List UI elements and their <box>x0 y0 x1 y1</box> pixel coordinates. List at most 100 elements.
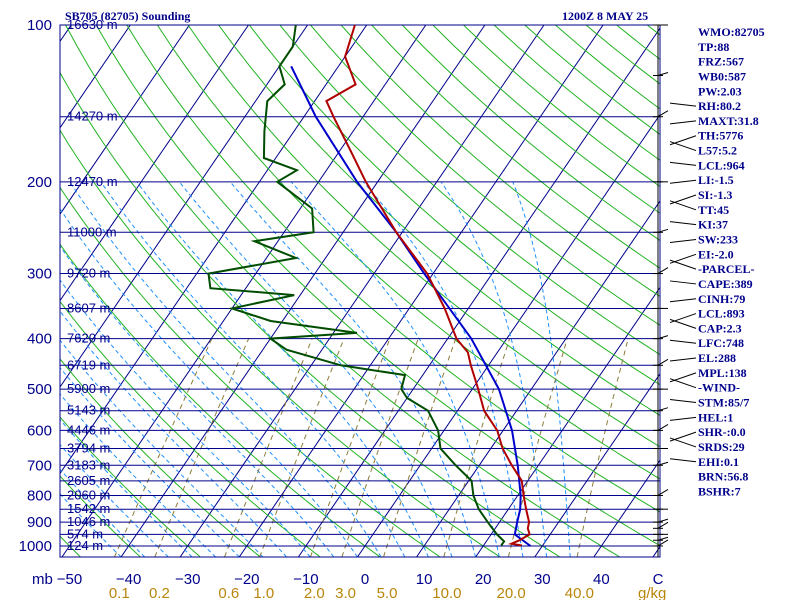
index-line: WB0:587 <box>698 69 746 83</box>
index-leader-line <box>669 339 697 344</box>
dry-adiabat <box>60 129 501 557</box>
dry-adiabat <box>493 25 660 161</box>
moist-adiabat <box>179 181 453 557</box>
moist-adiabat <box>60 279 311 557</box>
index-line: WMO:82705 <box>698 25 765 39</box>
moist-adiabat <box>60 310 287 557</box>
pressure-tick-label: 900 <box>27 514 52 531</box>
height-label: 124 m <box>67 538 103 553</box>
wind-barb-flag <box>657 539 669 547</box>
wind-barb-flag <box>657 521 669 529</box>
height-label: 574 m <box>67 526 103 541</box>
index-leader-line <box>669 357 697 362</box>
isotherm-line <box>120 25 486 557</box>
wind-barb-flag <box>657 72 669 76</box>
dewpoint-trace <box>207 25 506 547</box>
temperature-tick-label: 40 <box>593 571 610 588</box>
index-leader-line <box>669 458 697 463</box>
isotherm-line <box>60 25 190 216</box>
wind-barb-flag <box>657 461 669 466</box>
index-line: MPL:138 <box>698 366 747 380</box>
dry-adiabat <box>585 25 660 85</box>
mixing-ratio-tick-label: 1.0 <box>253 585 274 600</box>
temperature-tick-label: −30 <box>175 571 200 588</box>
pressure-tick-label: 200 <box>27 174 52 191</box>
pressure-tick-label: 400 <box>27 331 52 348</box>
dry-adiabat <box>60 358 261 557</box>
index-line: BRN:56.8 <box>698 470 748 484</box>
height-label: 12470 m <box>67 174 118 189</box>
height-label: 8607 m <box>67 300 110 315</box>
index-line: MAXT:31.8 <box>698 114 759 128</box>
background-lines <box>60 25 660 557</box>
stability-indices: WMO:82705TP:88FRZ:567WB0:587PW:2.03RH:80… <box>669 25 765 498</box>
moist-adiabat <box>60 339 264 557</box>
index-leader-line <box>669 280 697 285</box>
isobars <box>59 24 661 558</box>
wind-barbs <box>653 24 669 557</box>
index-line: HEL:1 <box>698 410 733 424</box>
wind-barb-flag <box>657 110 669 118</box>
index-leader-line <box>669 141 697 152</box>
dry-adiabat <box>60 243 381 557</box>
height-label: 5900 m <box>67 381 110 396</box>
index-line: LCL:964 <box>698 158 745 172</box>
temperature-trace <box>325 25 531 547</box>
isotherm-line <box>60 25 131 129</box>
index-line: CAPE:389 <box>698 277 753 291</box>
pressure-tick-label: 500 <box>27 381 52 398</box>
index-line: LCL:893 <box>698 307 745 321</box>
index-leader-line <box>669 102 697 107</box>
index-leader-line <box>669 298 697 303</box>
height-label: 2605 m <box>67 473 110 488</box>
dry-adiabat <box>555 25 660 110</box>
temperature-tick-label: 0 <box>361 571 369 588</box>
dry-adiabat <box>279 25 660 356</box>
index-line: BSHR:7 <box>698 484 741 498</box>
height-label: 7620 m <box>67 331 110 346</box>
wind-barb-flag <box>657 518 669 523</box>
index-line: L57:5.2 <box>698 144 737 158</box>
moist-adiabat <box>60 245 335 557</box>
index-leader-line <box>669 259 697 270</box>
height-label: 16630 m <box>67 17 118 32</box>
dry-adiabat <box>60 475 141 557</box>
mixing-ratio-tick-label: 0.1 <box>109 585 130 600</box>
mixing-ratio-tick-label: 2.0 <box>304 585 325 600</box>
chart-title: SB705 (82705) Sounding <box>65 9 190 23</box>
index-line: EI:-2.0 <box>698 247 734 261</box>
index-line: CAP:2.3 <box>698 321 742 335</box>
dry-adiabat <box>401 25 660 242</box>
isotherm-line <box>60 25 368 475</box>
index-leader-line <box>669 161 697 166</box>
height-label: 3794 m <box>67 440 110 455</box>
height-label: 1542 m <box>67 501 110 516</box>
mixing-ratio-line <box>576 338 629 557</box>
moist-adiabat <box>100 181 406 557</box>
pressure-tick-label: 100 <box>27 17 52 34</box>
wind-barb-flag <box>657 489 669 496</box>
mixing-ratio-tick-label: 10.0 <box>432 585 461 600</box>
dry-adiabat <box>156 25 660 480</box>
isotherm-line <box>357 113 660 557</box>
mixing-ratio-line <box>114 338 213 557</box>
dry-adiabat <box>60 416 201 557</box>
pressure-tick-label: 600 <box>27 422 52 439</box>
index-leader-line <box>669 120 697 125</box>
isotherm-line <box>475 286 660 557</box>
index-leader-line <box>669 238 697 243</box>
index-line: LI:-1.5 <box>698 173 734 187</box>
dry-adiabat <box>340 25 660 298</box>
index-line: KI:37 <box>698 218 728 232</box>
parcel-trace <box>290 65 532 547</box>
index-line: SHR-:0.0 <box>698 425 746 439</box>
index-line: FRZ:567 <box>698 55 744 69</box>
index-line: SRDS:29 <box>698 440 745 454</box>
index-line: LFC:748 <box>698 336 744 350</box>
temperature-tick-label: 10 <box>416 571 433 588</box>
isotherm-line <box>534 372 660 557</box>
dry-adiabat <box>371 25 660 269</box>
height-label: 5143 m <box>67 403 110 418</box>
